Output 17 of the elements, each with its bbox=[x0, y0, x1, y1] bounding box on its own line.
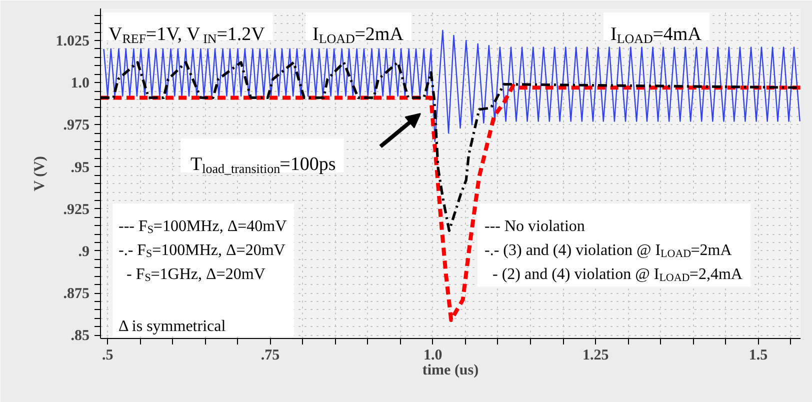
x-tick-label: 1.0 bbox=[424, 348, 442, 364]
y-tick-label: .975 bbox=[63, 118, 90, 134]
y-tick-label: .85 bbox=[70, 328, 90, 344]
y-tick-label: .925 bbox=[63, 202, 90, 218]
y-tick-label: .875 bbox=[63, 286, 90, 302]
y-axis-title: V (V) bbox=[32, 156, 48, 192]
y-tick-label: 1.025 bbox=[56, 33, 90, 50]
x-tick-label: .5 bbox=[102, 348, 114, 364]
annotation: --- No violation bbox=[484, 218, 585, 235]
annotation: Δ is symmetrical bbox=[118, 318, 226, 335]
y-tick-label: .9 bbox=[78, 244, 90, 260]
x-tick-label: .75 bbox=[260, 348, 280, 364]
y-tick-label: .95 bbox=[70, 160, 90, 176]
y-tick-label: 1.0 bbox=[70, 76, 90, 92]
x-tick-label: 1.5 bbox=[748, 348, 768, 364]
x-tick-label: 1.25 bbox=[582, 348, 609, 364]
x-axis-title: time (us) bbox=[422, 362, 479, 378]
